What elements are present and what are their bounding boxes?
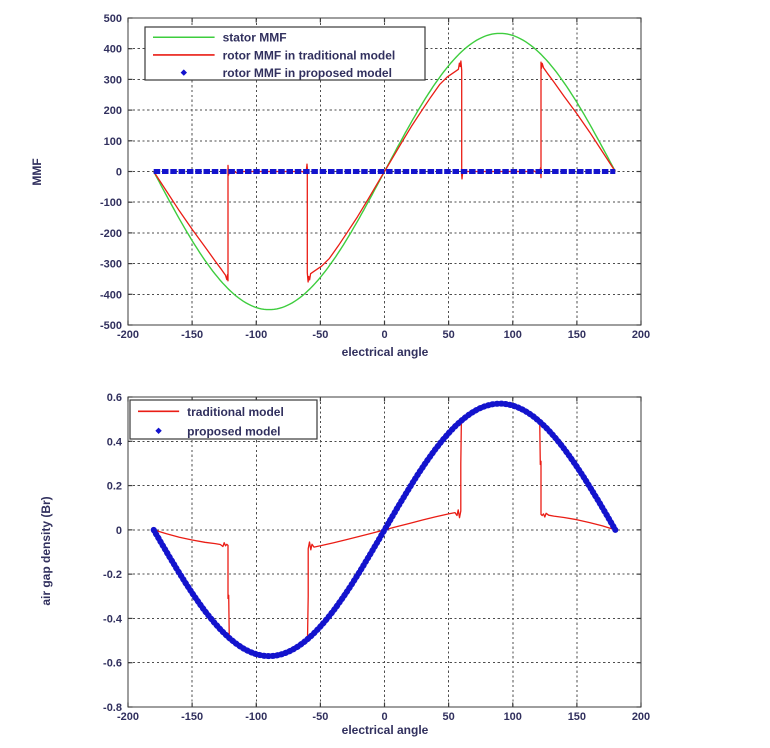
x-tick-label: 200 xyxy=(632,329,650,341)
legend-label: proposed model xyxy=(187,424,280,438)
x-tick-label: 100 xyxy=(504,329,522,341)
y-tick-label: 0.4 xyxy=(107,436,123,448)
legend-entry: stator MMF xyxy=(153,31,287,45)
legend-label: stator MMF xyxy=(223,31,287,45)
legend-box xyxy=(144,26,426,81)
legend-entry: rotor MMF in traditional model xyxy=(153,48,395,62)
legend-entry: proposed model xyxy=(155,424,280,438)
x-tick-label: 0 xyxy=(381,329,387,341)
x-tick-label: 100 xyxy=(504,711,522,723)
mmf-x-axis-label: electrical angle xyxy=(341,345,429,359)
x-tick-label: -100 xyxy=(245,711,267,723)
x-tick-label: -200 xyxy=(117,711,139,723)
mmf-y-axis-label: MMF xyxy=(30,158,44,186)
y-tick-label: -300 xyxy=(100,259,122,271)
y-tick-label: 200 xyxy=(104,105,122,117)
series-proposed-model xyxy=(150,400,619,660)
y-tick-label: -100 xyxy=(100,197,122,209)
y-tick-label: 500 xyxy=(104,13,122,25)
y-tick-label: 0.2 xyxy=(107,481,122,493)
legend-dot-marker xyxy=(180,69,187,76)
y-tick-label: 0 xyxy=(116,167,122,179)
series-rotor-mmf-in-traditional-model xyxy=(153,60,616,283)
legend-label: rotor MMF in traditional model xyxy=(223,48,396,62)
y-tick-label: -0.2 xyxy=(103,569,122,581)
legend-box xyxy=(129,399,318,440)
x-tick-label: 0 xyxy=(381,711,387,723)
legend-label: traditional model xyxy=(187,405,284,419)
x-tick-label: -200 xyxy=(117,329,139,341)
x-tick-label: -50 xyxy=(312,711,328,723)
legend-entry: traditional model xyxy=(138,405,284,419)
legend-label: rotor MMF in proposed model xyxy=(223,66,392,80)
y-tick-label: 0 xyxy=(116,525,122,537)
x-tick-label: 50 xyxy=(443,329,455,341)
legend-entry: rotor MMF in proposed model xyxy=(180,66,392,80)
y-tick-label: -0.6 xyxy=(103,658,122,670)
legend: traditional model proposed model xyxy=(129,399,318,440)
airgap-x-axis-label: electrical angle xyxy=(341,723,429,737)
x-tick-label: -50 xyxy=(312,329,328,341)
airgap-y-axis-label: air gap density (Br) xyxy=(39,496,53,606)
mmf-chart: -200 -150 -100 -50 0 50 100 150 200-500-400-300-… xyxy=(100,13,650,341)
y-tick-label: -0.8 xyxy=(103,702,122,714)
x-tick-label: 150 xyxy=(568,711,586,723)
y-tick-label: -200 xyxy=(100,228,122,240)
x-tick-label: -150 xyxy=(181,711,203,723)
legend-dot-marker xyxy=(155,427,162,435)
x-tick-label: 50 xyxy=(443,711,455,723)
legend: stator MMF rotor MMF in traditional model… xyxy=(144,26,426,81)
y-tick-label: -500 xyxy=(100,320,122,332)
x-tick-label: 200 xyxy=(632,711,650,723)
y-tick-label: -0.4 xyxy=(103,613,123,625)
y-tick-label: 400 xyxy=(104,44,122,56)
y-tick-label: 100 xyxy=(104,136,122,148)
y-tick-label: 300 xyxy=(104,74,122,86)
x-tick-label: -100 xyxy=(245,329,267,341)
airgap-chart: -200 -150 -100 -50 0 50 100 150 200 -0.8 -0.6 -0.4 -… xyxy=(103,392,650,723)
x-tick-label: -150 xyxy=(181,329,203,341)
y-tick-label: 0.6 xyxy=(107,392,122,404)
y-tick-label: -400 xyxy=(100,289,122,301)
x-tick-label: 150 xyxy=(568,329,586,341)
